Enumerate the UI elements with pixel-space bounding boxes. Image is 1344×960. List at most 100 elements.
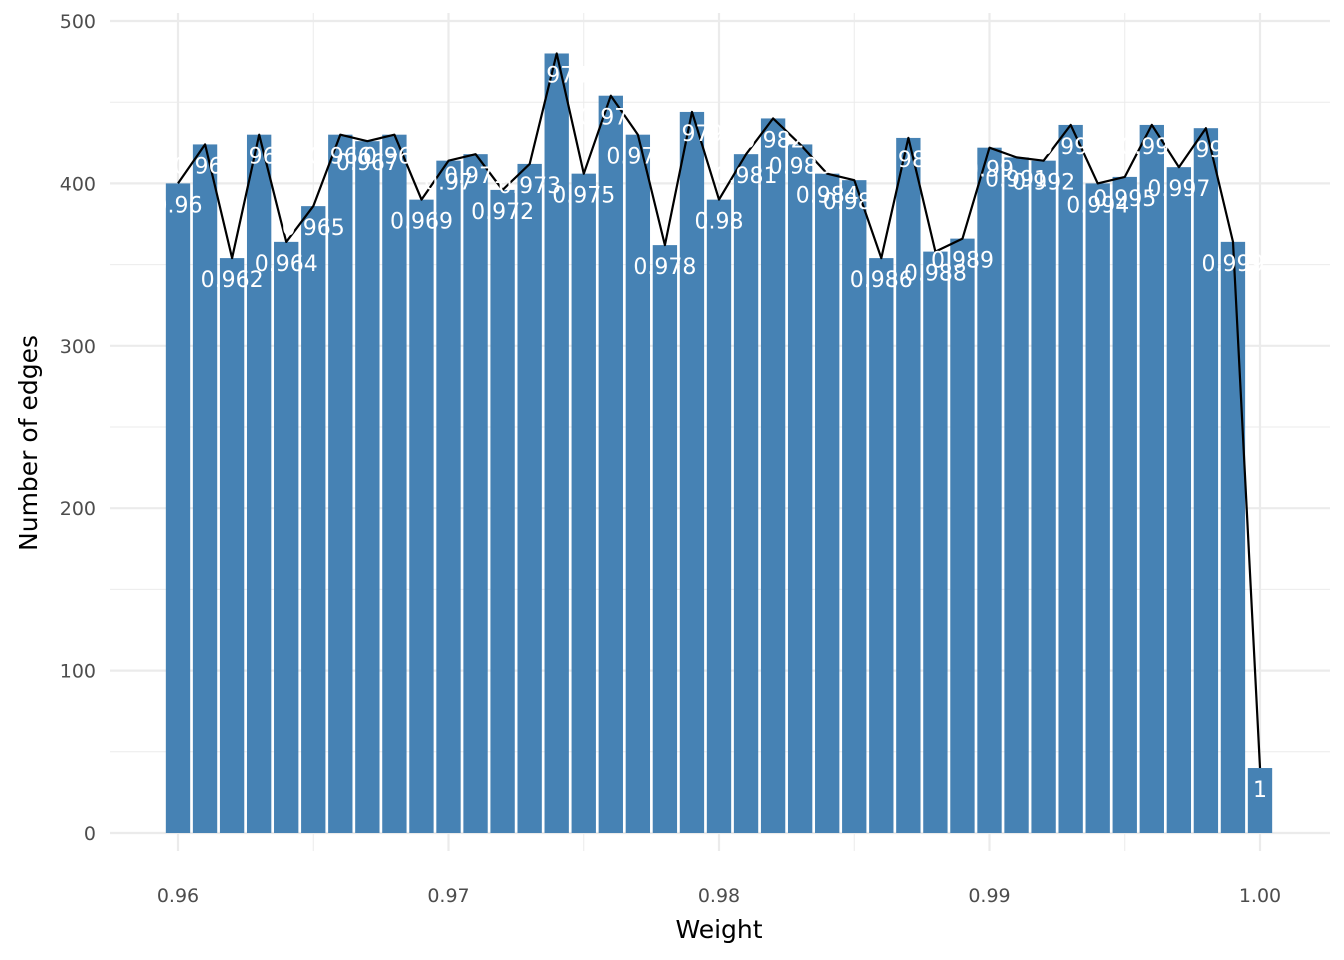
bar xyxy=(1220,241,1246,833)
x-tick-label: 1.00 xyxy=(1239,885,1281,907)
bar xyxy=(274,241,299,833)
bar xyxy=(544,53,569,834)
bar-label: 0.983 xyxy=(769,154,832,179)
bar xyxy=(1058,124,1083,834)
bar xyxy=(815,173,840,833)
bar-label: 0.965 xyxy=(282,216,345,241)
bar xyxy=(1112,176,1137,834)
bar xyxy=(679,111,705,834)
bar xyxy=(760,118,786,833)
bar-label: 0.976 xyxy=(579,106,642,131)
bar xyxy=(977,147,1002,833)
bar xyxy=(165,183,191,833)
bar xyxy=(625,134,651,833)
y-tick-label: 500 xyxy=(60,11,96,33)
y-tick-label: 200 xyxy=(60,498,96,520)
bar xyxy=(1193,128,1219,833)
y-axis-ticks: 0 100 200 300 400 500 xyxy=(60,11,96,845)
x-tick-label: 0.97 xyxy=(427,885,469,907)
bar xyxy=(1085,183,1110,833)
bar xyxy=(301,206,326,834)
bar xyxy=(1139,124,1164,834)
bar xyxy=(869,258,894,833)
bar-label: 0.979 xyxy=(660,122,723,147)
bar-label: 0.992 xyxy=(1012,171,1075,196)
bar xyxy=(463,154,488,834)
bar xyxy=(923,251,948,833)
bar xyxy=(706,199,732,833)
bar xyxy=(436,160,461,833)
series-line xyxy=(177,52,1262,769)
bar-label: 0.97 xyxy=(424,171,473,196)
bar xyxy=(950,238,975,834)
bar-label: 0.997 xyxy=(1147,177,1210,202)
bar xyxy=(219,258,245,833)
bar-label: 0.985 xyxy=(823,190,886,215)
bar xyxy=(787,144,813,833)
bar-label: 0.963 xyxy=(228,145,291,170)
x-tick-label: 0.98 xyxy=(698,885,740,907)
bar-label: 0.988 xyxy=(904,262,967,287)
bar-label: 0.96 xyxy=(154,193,203,218)
y-tick-label: 300 xyxy=(60,336,96,358)
y-tick-label: 400 xyxy=(60,173,96,195)
bar-label: 0.974 xyxy=(525,63,588,88)
bar-label: 0.977 xyxy=(606,145,669,170)
bar-label: 0.968 xyxy=(363,145,426,170)
x-tick-label: 0.96 xyxy=(157,885,199,907)
y-axis-title: Number of edges xyxy=(14,335,43,551)
bar-label: 0.972 xyxy=(471,200,534,225)
bar-label: 0.994 xyxy=(1066,193,1129,218)
bar xyxy=(517,163,542,834)
bar-label: 0.993 xyxy=(1039,135,1102,160)
y-tick-label: 0 xyxy=(84,823,96,845)
bar xyxy=(652,245,678,833)
bar-label: 0.986 xyxy=(850,268,913,293)
bar xyxy=(1004,157,1029,833)
bar-label: 0.975 xyxy=(552,184,615,209)
bar xyxy=(1031,160,1056,833)
bar xyxy=(490,189,515,833)
trend-line xyxy=(177,52,1262,769)
bar xyxy=(598,95,623,834)
bar-label: 0.961 xyxy=(174,154,237,179)
bar-label: 0.996 xyxy=(1120,135,1183,160)
bar-label: 1 xyxy=(1253,778,1267,803)
bar-label: 0.967 xyxy=(336,151,399,176)
bar xyxy=(328,134,353,833)
bar-label: 0.982 xyxy=(742,128,805,153)
bar xyxy=(896,137,921,834)
bars xyxy=(165,53,1273,834)
bar-label: 0.964 xyxy=(255,252,318,277)
bar-label: 0.962 xyxy=(201,268,264,293)
bar-label: 0.973 xyxy=(498,174,561,199)
bar-label: 0.971 xyxy=(444,164,507,189)
x-axis-title: Weight xyxy=(675,915,762,944)
bar-label: 0.99 xyxy=(965,158,1014,183)
bar-label: 0.987 xyxy=(877,148,940,173)
bar-label: 0.98 xyxy=(695,210,744,235)
bar-labels: 0.960.9610.9620.9630.9640.9650.9660.9670… xyxy=(154,63,1267,803)
x-axis-ticks: 0.96 0.97 0.98 0.99 1.00 xyxy=(157,885,1281,907)
bar-label: 0.969 xyxy=(390,210,453,235)
bar-label: 0.999 xyxy=(1201,252,1264,277)
y-tick-label: 100 xyxy=(60,661,96,683)
bar xyxy=(246,134,272,833)
bar xyxy=(733,154,759,834)
bar-label: 0.991 xyxy=(985,167,1048,192)
bar xyxy=(409,199,434,833)
bar xyxy=(192,144,218,833)
bar-label: 0.966 xyxy=(309,145,372,170)
bar-label: 0.984 xyxy=(796,184,859,209)
bar-label: 0.989 xyxy=(931,249,994,274)
x-tick-label: 0.99 xyxy=(968,885,1010,907)
bar xyxy=(382,134,407,833)
bar-label: 0.978 xyxy=(633,255,696,280)
bar xyxy=(1166,167,1192,833)
bar xyxy=(355,141,380,833)
bar-label: 0.981 xyxy=(715,164,778,189)
bar-label: 0.998 xyxy=(1174,138,1237,163)
bar xyxy=(1247,768,1273,833)
bar xyxy=(571,173,596,833)
